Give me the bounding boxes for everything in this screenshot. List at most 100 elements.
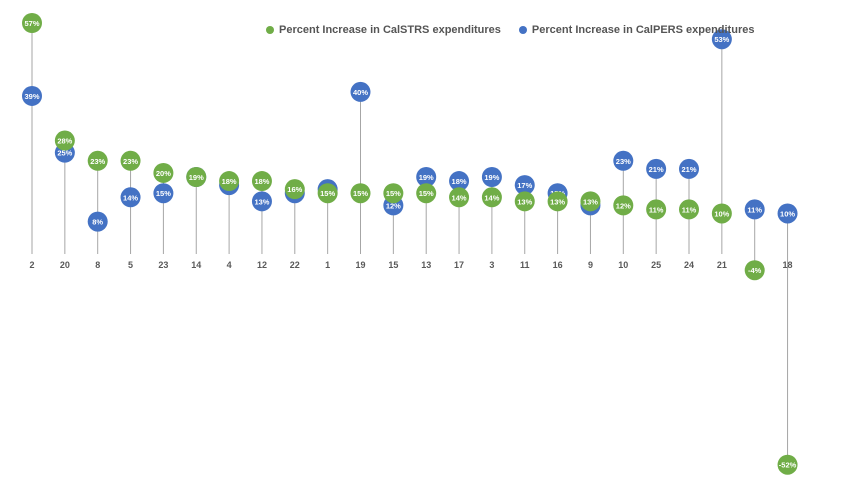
data-label-calstrs-14: 19%: [189, 173, 204, 182]
legend-label-calpers: Percent Increase in CalPERS expenditures: [531, 24, 755, 36]
data-label-calpers-2: 39%: [24, 92, 39, 101]
data-label-calstrs-4: 18%: [222, 177, 237, 186]
point-calpers-13[interactable]: [416, 167, 437, 187]
data-label-calpers-20: 25%: [57, 149, 72, 158]
data-label-calstrs-18: -52%: [779, 461, 797, 470]
point-calstrs-22[interactable]: [284, 179, 305, 200]
point-calstrs-3[interactable]: [481, 187, 502, 208]
point-calpers-5[interactable]: [120, 187, 141, 208]
category-label-18: 18: [783, 260, 793, 270]
point-calstrs-24[interactable]: [679, 199, 699, 220]
data-label-calstrs-20: 28%: [57, 137, 72, 146]
data-label-calstrs-15: 15%: [386, 189, 401, 198]
point-calpers-24[interactable]: [679, 158, 699, 179]
point-calpers-19[interactable]: [350, 81, 371, 102]
point-calstrs-21[interactable]: [711, 203, 732, 224]
point-calpers-23[interactable]: [153, 183, 174, 204]
data-label-calstrs-11: 13%: [517, 197, 532, 206]
legend-label-calstrs: Percent Increase in CalSTRS expenditures: [279, 24, 501, 36]
category-label-5: 5: [128, 260, 133, 270]
point-calstrs-5[interactable]: [120, 150, 141, 171]
point-calstrs-13[interactable]: [416, 183, 437, 204]
data-label-calpers-10: 23%: [616, 157, 631, 166]
data-label-calstrs-1: 15%: [320, 189, 335, 198]
category-label-1: 1: [325, 260, 330, 270]
category-label-12: 12: [257, 260, 267, 270]
data-label-calstrs-10: 12%: [616, 201, 631, 210]
point-calstrs-16[interactable]: [547, 191, 568, 212]
data-label-calstrs-17: 14%: [452, 193, 467, 202]
data-label-calpers-19: 40%: [353, 88, 368, 97]
data-label-calpers-24: 21%: [681, 165, 696, 174]
legend-item-calpers[interactable]: Percent Increase in CalPERS expenditures: [518, 24, 755, 36]
point-calpers-10[interactable]: [613, 150, 634, 171]
data-label-calstrs-23: 20%: [156, 169, 171, 178]
data-label-calpers-15: 12%: [386, 201, 401, 210]
point-calstrs-18[interactable]: [777, 454, 798, 475]
data-label-calstrs-6: -4%: [748, 266, 762, 275]
point-calstrs-15[interactable]: [383, 183, 404, 204]
category-label-2: 2: [29, 260, 34, 270]
data-label-calstrs-5: 23%: [123, 157, 138, 166]
point-calpers-2[interactable]: [22, 85, 42, 106]
point-calstrs-12[interactable]: [251, 171, 272, 192]
point-calpers-11[interactable]: [514, 175, 535, 196]
category-label-20: 20: [60, 260, 70, 270]
point-calpers-18[interactable]: [777, 203, 798, 224]
category-label-13: 13: [421, 260, 431, 270]
category-label-21: 21: [717, 260, 727, 270]
point-calstrs-23[interactable]: [153, 162, 174, 183]
data-label-calstrs-22: 16%: [287, 185, 302, 194]
point-calstrs-19[interactable]: [350, 183, 371, 204]
point-calpers-25[interactable]: [646, 158, 667, 179]
category-label-19: 19: [355, 260, 365, 270]
point-calstrs-25[interactable]: [646, 199, 667, 220]
data-label-calstrs-25: 11%: [649, 205, 664, 214]
point-calpers-12[interactable]: [251, 191, 272, 212]
data-label-calstrs-8: 23%: [90, 157, 105, 166]
point-calstrs-14[interactable]: [186, 167, 207, 187]
point-calpers-3[interactable]: [481, 167, 502, 187]
point-calstrs-9[interactable]: [580, 191, 601, 212]
category-label-16: 16: [553, 260, 563, 270]
data-label-calstrs-3: 14%: [484, 193, 499, 202]
category-label-24: 24: [684, 260, 694, 270]
point-calstrs-2[interactable]: [22, 13, 42, 33]
data-label-calstrs-12: 18%: [254, 177, 269, 186]
point-calstrs-8[interactable]: [87, 150, 108, 171]
category-label-4: 4: [227, 260, 232, 270]
data-label-calpers-11: 17%: [517, 181, 532, 190]
point-calstrs-11[interactable]: [514, 191, 535, 212]
data-label-calpers-21: 53%: [714, 35, 729, 44]
point-calstrs-17[interactable]: [449, 187, 470, 208]
data-label-calpers-8: 8%: [92, 218, 103, 227]
point-calpers-6[interactable]: [744, 199, 765, 220]
data-label-calstrs-2: 57%: [24, 19, 39, 28]
point-calstrs-20[interactable]: [54, 130, 75, 151]
point-calstrs-6[interactable]: [744, 260, 765, 281]
category-label-17: 17: [454, 260, 464, 270]
point-calpers-8[interactable]: [87, 211, 108, 232]
data-label-calpers-12: 13%: [254, 197, 269, 206]
legend-swatch-calstrs: [266, 26, 274, 34]
point-calpers-21[interactable]: [711, 29, 732, 50]
category-label-15: 15: [388, 260, 398, 270]
category-label-11: 11: [520, 260, 530, 270]
legend-item-calstrs[interactable]: Percent Increase in CalSTRS expenditures: [266, 24, 501, 36]
point-calpers-17[interactable]: [449, 171, 470, 192]
category-label-9: 9: [588, 260, 593, 270]
legend-swatch-calpers: [518, 26, 527, 34]
data-label-calstrs-21: 10%: [714, 209, 729, 218]
data-label-calpers-17: 18%: [452, 177, 467, 186]
point-calstrs-4[interactable]: [219, 171, 240, 192]
category-label-23: 23: [158, 260, 168, 270]
category-label-10: 10: [618, 260, 628, 270]
point-calstrs-1[interactable]: [317, 183, 338, 204]
data-label-calstrs-13: 15%: [419, 189, 434, 198]
data-label-calpers-23: 15%: [156, 189, 171, 198]
category-label-3: 3: [489, 260, 494, 270]
point-calstrs-10[interactable]: [613, 195, 634, 216]
data-label-calpers-13: 19%: [419, 173, 434, 182]
data-label-calpers-6: 11%: [747, 205, 762, 214]
